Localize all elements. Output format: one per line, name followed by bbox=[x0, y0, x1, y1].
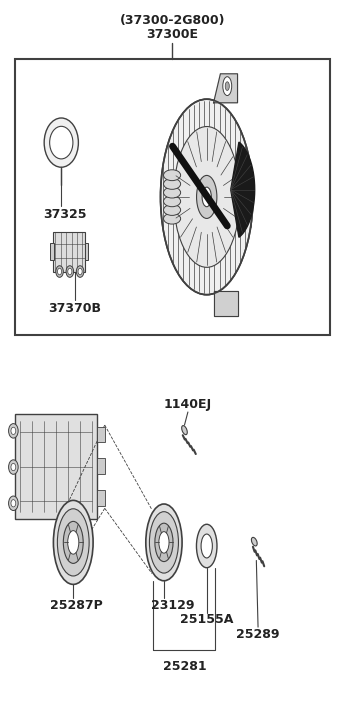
Ellipse shape bbox=[9, 424, 18, 438]
Circle shape bbox=[155, 523, 173, 561]
Ellipse shape bbox=[78, 268, 82, 275]
Bar bbox=[50, 243, 54, 260]
Text: 37325: 37325 bbox=[43, 208, 87, 221]
Bar bbox=[85, 243, 88, 260]
Bar bbox=[97, 458, 105, 474]
Ellipse shape bbox=[68, 268, 72, 275]
Bar bbox=[15, 60, 330, 334]
Ellipse shape bbox=[164, 170, 181, 180]
Text: 37370B: 37370B bbox=[48, 302, 101, 315]
Ellipse shape bbox=[11, 499, 16, 507]
Circle shape bbox=[174, 126, 240, 268]
Text: 25289: 25289 bbox=[236, 628, 280, 640]
Circle shape bbox=[149, 512, 178, 573]
Polygon shape bbox=[231, 142, 255, 237]
Polygon shape bbox=[214, 74, 237, 103]
Bar bbox=[15, 414, 97, 519]
Ellipse shape bbox=[11, 427, 16, 435]
Ellipse shape bbox=[182, 425, 187, 435]
Ellipse shape bbox=[11, 463, 16, 470]
Text: 37300E: 37300E bbox=[147, 28, 198, 41]
Ellipse shape bbox=[9, 459, 18, 474]
Circle shape bbox=[196, 524, 217, 568]
Ellipse shape bbox=[252, 537, 257, 546]
Ellipse shape bbox=[164, 213, 181, 224]
Circle shape bbox=[53, 500, 93, 585]
Circle shape bbox=[202, 187, 211, 206]
Ellipse shape bbox=[50, 126, 73, 159]
Text: 1140EJ: 1140EJ bbox=[164, 398, 212, 411]
Ellipse shape bbox=[66, 266, 73, 277]
Ellipse shape bbox=[164, 178, 181, 189]
Text: (37300-2G800): (37300-2G800) bbox=[120, 14, 225, 27]
Ellipse shape bbox=[164, 204, 181, 215]
Circle shape bbox=[160, 99, 253, 294]
Text: 25281: 25281 bbox=[162, 660, 206, 673]
Circle shape bbox=[159, 531, 169, 553]
Ellipse shape bbox=[164, 196, 181, 206]
Bar bbox=[97, 427, 105, 443]
Circle shape bbox=[201, 534, 213, 558]
Circle shape bbox=[57, 509, 89, 576]
Circle shape bbox=[63, 521, 83, 563]
Ellipse shape bbox=[56, 266, 63, 277]
Text: 25155A: 25155A bbox=[180, 614, 234, 627]
Circle shape bbox=[197, 175, 217, 218]
Bar bbox=[97, 490, 105, 506]
Circle shape bbox=[225, 81, 229, 90]
Ellipse shape bbox=[44, 118, 78, 167]
Polygon shape bbox=[214, 291, 237, 316]
Text: 25287P: 25287P bbox=[50, 599, 103, 612]
Ellipse shape bbox=[58, 268, 62, 275]
Ellipse shape bbox=[164, 187, 181, 198]
Circle shape bbox=[68, 531, 79, 554]
Circle shape bbox=[146, 504, 182, 581]
Text: 23129: 23129 bbox=[151, 599, 194, 612]
Ellipse shape bbox=[76, 266, 84, 277]
Circle shape bbox=[223, 77, 232, 95]
Ellipse shape bbox=[9, 496, 18, 510]
Bar bbox=[53, 232, 85, 271]
